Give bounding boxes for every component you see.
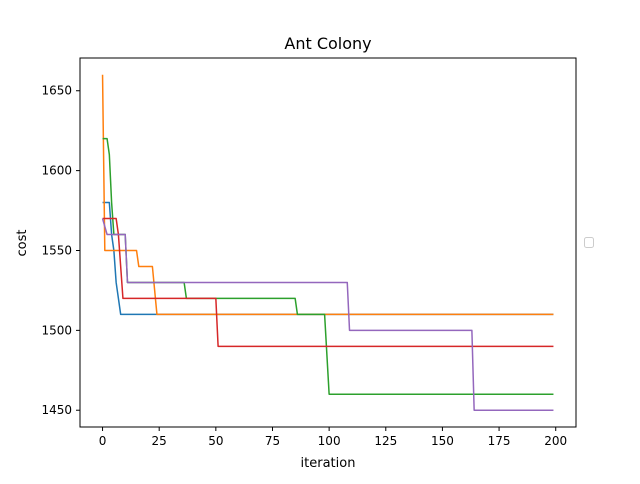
x-axis-ticks: 0 25 50 75 100 125 150 175 200 bbox=[99, 427, 567, 448]
x-tick-label: 100 bbox=[318, 434, 341, 448]
x-tick-label: 0 bbox=[99, 434, 107, 448]
x-tick-label: 150 bbox=[431, 434, 454, 448]
y-tick-label: 1600 bbox=[41, 164, 72, 178]
y-tick-label: 1550 bbox=[41, 243, 72, 257]
x-tick-label: 50 bbox=[208, 434, 223, 448]
legend-box bbox=[584, 237, 594, 248]
chart-title: Ant Colony bbox=[284, 34, 371, 53]
x-tick-label: 175 bbox=[488, 434, 511, 448]
series-line-1 bbox=[102, 201, 554, 316]
series-layer bbox=[101, 74, 554, 411]
x-tick-label: 75 bbox=[265, 434, 280, 448]
x-tick-label: 200 bbox=[544, 434, 567, 448]
x-axis-label: iteration bbox=[301, 456, 356, 471]
series-line-4 bbox=[102, 217, 554, 348]
axes-frame bbox=[79, 57, 577, 428]
y-axis-label: cost bbox=[15, 230, 30, 257]
x-tick-label: 25 bbox=[152, 434, 167, 448]
y-tick-label: 1500 bbox=[41, 323, 72, 337]
y-axis-ticks: 1450 1500 1550 1600 1650 bbox=[41, 84, 80, 417]
y-tick-label: 1450 bbox=[41, 403, 72, 417]
x-tick-label: 125 bbox=[374, 434, 397, 448]
y-tick-label: 1650 bbox=[41, 84, 72, 98]
series-line-5 bbox=[101, 218, 554, 411]
